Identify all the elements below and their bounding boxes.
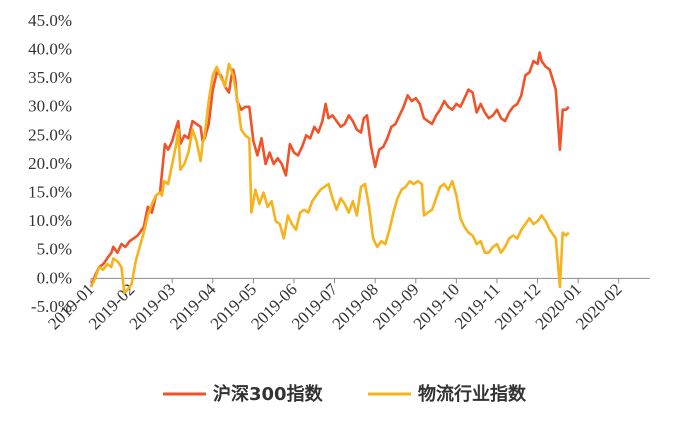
legend-label-logistics: 物流行业指数 [418,383,527,405]
y-tick-label: 30.0% [28,97,72,116]
series-layer [89,51,570,294]
x-tick-label: 2020-02 [572,280,626,334]
legend-label-hs300: 沪深300指数 [213,383,324,405]
y-tick-label: 0.0% [37,268,72,287]
x-tick-label: 2019-10 [410,280,464,334]
legend: 沪深300指数 物流行业指数 [163,383,527,405]
y-tick-label: 40.0% [28,40,72,59]
y-tick-label: 5.0% [37,240,72,259]
y-tick-label: 45.0% [28,11,72,30]
y-tick-label: 20.0% [28,154,72,173]
y-tick-label: 25.0% [28,125,72,144]
y-tick-label: 15.0% [28,183,72,202]
series-line-logistics [89,62,570,294]
y-tick-label: 10.0% [28,211,72,230]
y-axis: -5.0% 0.0% 5.0% 10.0% 15.0% 20.0% 25.0% 30.0% 35… [28,11,72,316]
y-tick-label: 35.0% [28,68,72,87]
series-line-hs300 [89,51,570,288]
y-tick-label: -5.0% [31,297,72,316]
